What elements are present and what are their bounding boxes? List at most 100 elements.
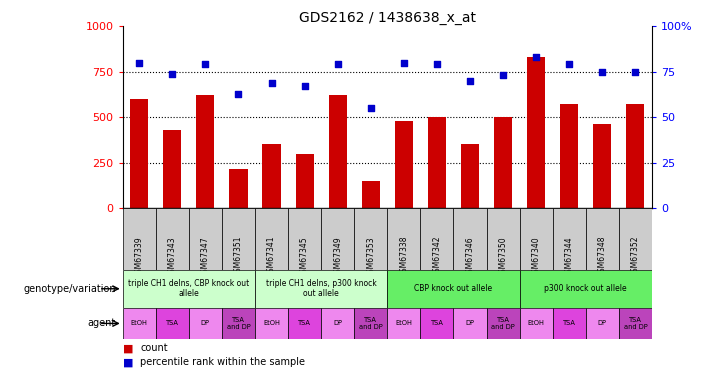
Text: GSM67341: GSM67341 (267, 236, 276, 278)
Bar (196, 95, 215, 208)
Point (564, 62, 575, 68)
Bar (156, 208, 189, 270)
Text: TSA
and DP: TSA and DP (623, 317, 647, 330)
Bar (288, 308, 321, 339)
Text: GSM67345: GSM67345 (300, 236, 309, 278)
Text: GSM67344: GSM67344 (565, 236, 573, 278)
Text: count: count (140, 343, 168, 353)
Text: GSM67351: GSM67351 (234, 236, 243, 278)
Point (498, 72, 509, 78)
Text: TSA: TSA (563, 320, 576, 326)
Bar (321, 208, 354, 270)
Bar (454, 308, 486, 339)
Bar (123, 270, 255, 308)
Bar (123, 208, 156, 270)
Text: GSM67342: GSM67342 (433, 236, 442, 278)
Bar (461, 144, 479, 208)
Bar (189, 308, 222, 339)
Text: DP: DP (598, 320, 607, 326)
Text: GSM67340: GSM67340 (531, 236, 540, 278)
Point (431, 62, 442, 68)
Bar (222, 208, 255, 270)
Bar (255, 308, 288, 339)
Bar (296, 154, 314, 208)
Point (167, 70, 178, 76)
Bar (619, 208, 652, 270)
Text: TSA: TSA (430, 320, 443, 326)
Bar (486, 308, 519, 339)
Bar (262, 144, 280, 208)
Bar (552, 208, 586, 270)
Point (365, 105, 376, 111)
Bar (519, 308, 552, 339)
Point (629, 69, 641, 75)
Text: EtOH: EtOH (263, 320, 280, 326)
Bar (362, 181, 380, 208)
Bar (486, 208, 519, 270)
Text: GSM67346: GSM67346 (465, 236, 475, 278)
Text: EtOH: EtOH (528, 320, 545, 326)
Text: ■: ■ (123, 357, 137, 368)
Bar (586, 208, 619, 270)
Bar (163, 130, 182, 208)
Bar (255, 270, 387, 308)
Point (134, 60, 145, 66)
Text: triple CH1 delns, CBP knock out
allele: triple CH1 delns, CBP knock out allele (128, 279, 250, 298)
Bar (387, 208, 421, 270)
Point (200, 62, 211, 68)
Bar (494, 117, 512, 208)
Text: TSA
and DP: TSA and DP (491, 317, 515, 330)
Text: EtOH: EtOH (131, 320, 148, 326)
Text: TSA
and DP: TSA and DP (226, 317, 250, 330)
Text: GSM67347: GSM67347 (201, 236, 210, 278)
Bar (519, 270, 652, 308)
Text: EtOH: EtOH (395, 320, 412, 326)
Bar (387, 270, 519, 308)
Bar (527, 57, 545, 208)
Text: GSM67343: GSM67343 (168, 236, 177, 278)
Point (597, 69, 608, 75)
Bar (421, 308, 454, 339)
Bar (626, 104, 644, 208)
Point (398, 60, 409, 66)
Point (531, 54, 542, 60)
Bar (229, 169, 247, 208)
Bar (560, 104, 578, 208)
Bar (130, 99, 149, 208)
Text: GSM67353: GSM67353 (366, 236, 375, 278)
Text: DP: DP (201, 320, 210, 326)
Text: GSM67338: GSM67338 (400, 236, 409, 278)
Point (299, 83, 311, 89)
Text: TSA: TSA (166, 320, 179, 326)
Text: GSM67350: GSM67350 (498, 236, 508, 278)
Bar (519, 208, 552, 270)
Bar (222, 308, 255, 339)
Bar (552, 308, 586, 339)
Point (332, 62, 343, 68)
Text: genotype/variation: genotype/variation (23, 284, 116, 294)
Bar (586, 308, 619, 339)
Bar (288, 208, 321, 270)
Point (266, 80, 277, 86)
Bar (428, 117, 446, 208)
Bar (421, 208, 454, 270)
Point (233, 90, 244, 96)
Bar (123, 308, 156, 339)
Text: TSA: TSA (298, 320, 311, 326)
Text: CBP knock out allele: CBP knock out allele (414, 284, 493, 293)
Text: triple CH1 delns, p300 knock
out allele: triple CH1 delns, p300 knock out allele (266, 279, 376, 298)
Bar (255, 208, 288, 270)
Text: agent: agent (88, 318, 116, 328)
Text: GSM67352: GSM67352 (631, 236, 640, 278)
Text: TSA
and DP: TSA and DP (359, 317, 383, 330)
Bar (395, 121, 413, 208)
Bar (593, 124, 611, 208)
Text: GSM67349: GSM67349 (333, 236, 342, 278)
Bar (387, 308, 421, 339)
Bar (619, 308, 652, 339)
Text: DP: DP (333, 320, 342, 326)
Bar (321, 308, 354, 339)
Text: GSM67339: GSM67339 (135, 236, 144, 278)
Text: DP: DP (465, 320, 475, 326)
Bar (454, 208, 486, 270)
